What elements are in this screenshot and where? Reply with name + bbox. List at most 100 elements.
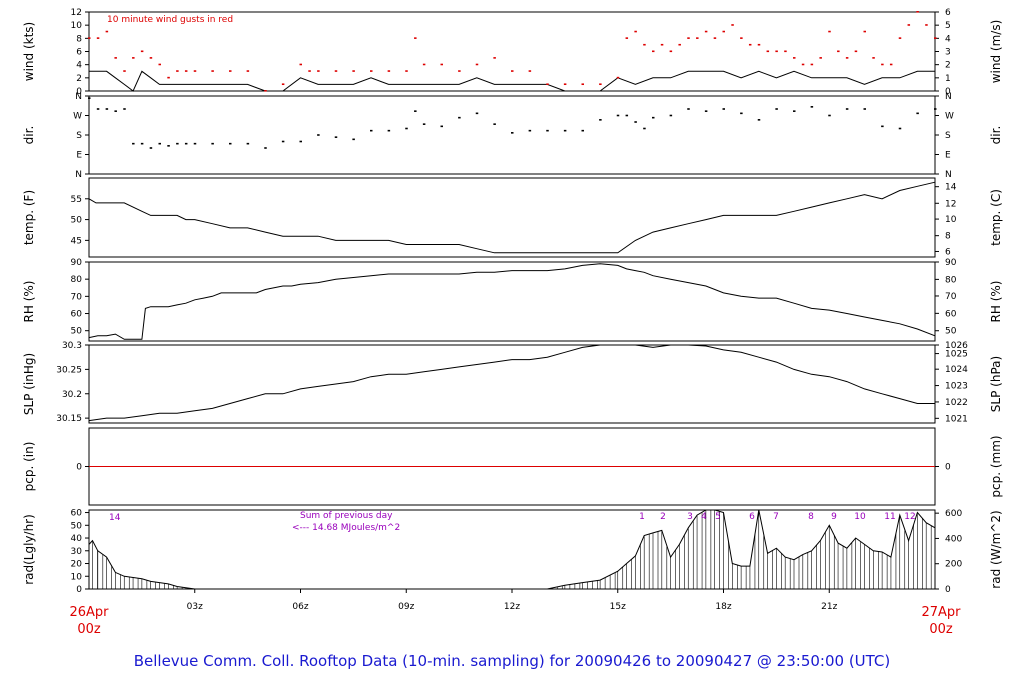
ylabel-right: RH (%) <box>989 281 1003 323</box>
ytick-right-label: 3 <box>945 48 951 58</box>
dir-point <box>132 142 135 145</box>
dir-point <box>96 108 100 110</box>
ytick-left-label: 80 <box>71 275 83 285</box>
ytick-right-label: E <box>945 151 951 161</box>
ytick-left-label: N <box>75 170 82 180</box>
gust-point <box>748 43 752 46</box>
ytick-right-label: N <box>945 92 952 102</box>
dir-point <box>704 110 708 112</box>
dir-point <box>414 110 417 112</box>
gust-point <box>184 70 188 72</box>
xtick-label: 12z <box>504 602 520 612</box>
dir-point <box>334 136 338 138</box>
wind-speed-line <box>89 70 935 92</box>
dir-point <box>211 142 214 145</box>
gust-point <box>308 70 311 72</box>
panel-frame <box>88 95 936 175</box>
ytick-left-label: 6 <box>76 48 82 58</box>
rad-hour-label: 3 <box>687 512 693 522</box>
dir-point <box>916 112 919 115</box>
x-end-date: 27Apr <box>921 605 961 620</box>
gust-point <box>114 57 117 59</box>
gust-point <box>475 63 479 66</box>
ytick-right-label: 1025 <box>945 350 968 360</box>
ytick-right-label: 14 <box>945 183 957 193</box>
gust-point <box>493 57 496 59</box>
ytick-right-label: 1026 <box>945 341 968 351</box>
dir-point <box>140 142 144 145</box>
ytick-right-label: N <box>945 170 952 180</box>
ytick-left-label: 50 <box>71 216 83 226</box>
gust-point <box>352 70 355 72</box>
ytick-right-label: 1022 <box>945 398 968 408</box>
ytick-right-label: 1023 <box>945 382 968 392</box>
panel-frame <box>88 344 936 424</box>
dir-point <box>475 112 479 115</box>
dir-point <box>167 145 170 147</box>
ytick-right-label: 12 <box>945 199 956 209</box>
dir-point <box>176 142 179 145</box>
dir-point <box>229 142 232 145</box>
gust-point <box>422 63 426 66</box>
gust-point <box>105 30 109 33</box>
gust-point <box>88 37 91 39</box>
rad-hour-label: 1 <box>639 512 645 522</box>
xtick-label: 03z <box>187 602 203 612</box>
gust-point <box>854 50 858 53</box>
dir-point <box>105 108 109 110</box>
gust-point <box>696 37 699 39</box>
ytick-right-label: 200 <box>945 560 962 570</box>
dir-point <box>740 112 743 115</box>
dir-point <box>88 97 91 99</box>
rad-hour-label: 10 <box>854 512 866 522</box>
ytick-right-label: 8 <box>945 232 951 242</box>
ytick-left-label: 4 <box>76 61 82 71</box>
ytick-left-label: 0 <box>76 585 82 595</box>
ytick-left-label: E <box>76 151 82 161</box>
gust-point <box>334 70 338 72</box>
ylabel-right: SLP (hPa) <box>989 356 1003 412</box>
ytick-left-label: 30.15 <box>56 414 82 424</box>
dir-point <box>634 121 637 123</box>
gust-annotation: 10 minute wind gusts in red <box>107 15 233 25</box>
gust-point <box>704 30 708 33</box>
dir-point <box>458 116 461 119</box>
ytick-right-label: 0 <box>945 87 951 97</box>
ytick-right-label: 80 <box>945 275 957 285</box>
ytick-right-label: 90 <box>945 258 957 268</box>
dir-point <box>528 129 532 132</box>
xtick-label: 15z <box>610 602 626 612</box>
ytick-left-label: 90 <box>71 258 83 268</box>
gust-point <box>669 50 673 53</box>
dir-point <box>881 125 884 128</box>
dir-point <box>599 119 602 121</box>
ytick-left-label: 10 <box>71 21 83 31</box>
ylabel-left: SLP (inHg) <box>22 353 36 415</box>
dir-point <box>405 127 408 130</box>
ytick-right-label: 0 <box>945 463 951 473</box>
dir-point <box>184 142 188 145</box>
gust-point <box>264 90 267 92</box>
dir-point <box>810 106 814 108</box>
dir-point <box>299 140 302 143</box>
gust-point <box>440 63 443 66</box>
gust-point <box>793 57 796 59</box>
gust-point <box>687 37 690 39</box>
gust-point <box>678 43 681 46</box>
gust-point <box>863 30 866 33</box>
xtick-label: 06z <box>292 602 308 612</box>
gust-point <box>837 50 840 53</box>
ytick-right-label: 5 <box>945 21 951 31</box>
ytick-left-label: 30.2 <box>62 390 82 400</box>
rad-hour-label: 7 <box>773 512 779 522</box>
dir-point <box>828 114 831 117</box>
dir-point <box>264 147 267 149</box>
ytick-left-label: 40 <box>71 534 83 544</box>
dir-point <box>123 108 126 110</box>
gust-point <box>722 30 725 33</box>
gust-point <box>810 63 814 66</box>
gust-point <box>766 50 770 53</box>
ytick-left-label: S <box>76 131 82 141</box>
xtick-label: 21z <box>821 602 837 612</box>
panel-rh: RH (%) RH (%) 50 60 70 80 90 50 60 70 80 90 <box>22 258 1003 342</box>
